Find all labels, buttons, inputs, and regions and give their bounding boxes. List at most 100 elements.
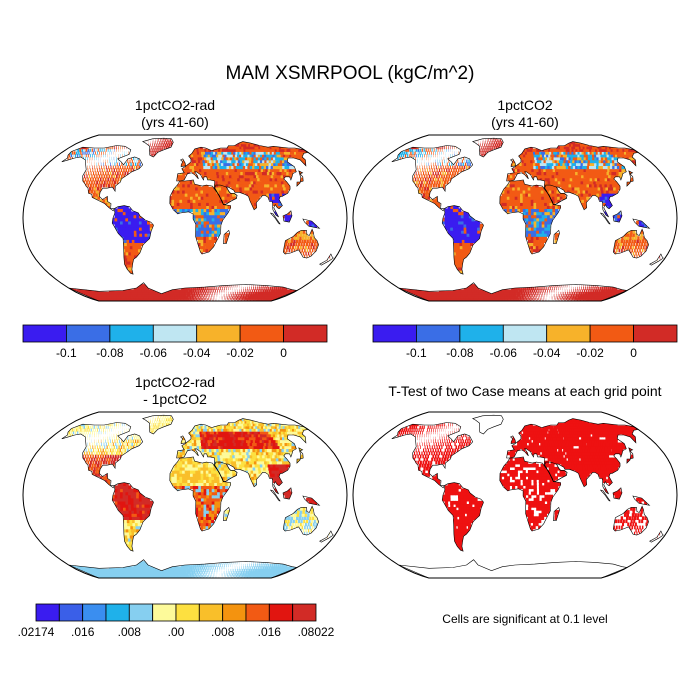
colorbar-panel2-tick-label: -0.04 [533,346,561,360]
coastline-northamerica [61,422,144,489]
coastline-britain [180,158,187,168]
colorbar-panel3-box-0 [35,603,60,622]
coastline-madagascar [553,506,560,521]
coastline-greenland [472,137,504,158]
coastline-sumatra [600,489,611,502]
colorbar-panel1-box-3 [152,324,198,343]
colorbar-panel3-box-9 [245,603,270,622]
panel2-title-line1: 1pctCO2 [497,97,553,113]
colorbar-panel1-box-1 [66,324,111,343]
coastline-eurasia [506,418,639,495]
map-boundary [352,134,678,302]
coastline-africa [169,179,232,255]
colorbar-panel2-box-1 [415,324,461,343]
colorbar-panel2-box-4 [546,324,591,343]
colorbar-panel3-box-5 [152,603,177,622]
coastline-africa [499,179,562,255]
coastline-arabia [214,184,238,205]
coastline-britain [180,435,187,445]
colorbar-panel2-box-3 [502,324,548,343]
coastline-southamerica [441,482,484,552]
map-data-cells [62,138,331,301]
colorbar-panel3-box-8 [222,603,247,622]
colorbar-panel3-tick-label: .00 [168,625,185,639]
coastline-greenland [142,137,174,158]
colorbar-panel3-tick-label: .016 [71,625,95,639]
coastline-greenland [142,414,174,435]
colorbar-panel1-box-6 [283,324,328,343]
colorbar-panel3-tick-label: .08022 [298,625,335,639]
panel3-title: 1pctCO2-rad - 1pctCO2 [25,374,325,408]
coastline-britain [510,158,517,168]
panel2-title: 1pctCO2 (yrs 41-60) [375,97,675,131]
coastline-australia [612,505,649,536]
colorbar-panel1-tick-label: -0.1 [56,346,77,360]
coastline-arabia [544,184,568,205]
colorbar-panel1-tick-label: -0.08 [96,346,124,360]
coastline-newguinea [302,495,321,506]
colorbar-panel3-box-2 [82,603,107,622]
coastlines [391,137,664,302]
map-data-cells [392,418,661,551]
colorbar-panel2-box-2 [459,324,504,343]
coastline-japan [296,447,304,464]
colorbar-panel1-tick-label: -0.02 [226,346,254,360]
coastline-borneo [282,210,293,223]
colorbar-panel2-box-0 [372,324,417,343]
map-panel-1pctco2-rad [22,134,348,302]
colorbar-panel3-box-6 [175,603,200,622]
map-panel-difference [22,411,348,579]
coastline-newzealand [649,530,664,543]
coastline-borneo [612,210,623,223]
coastline-japan [626,447,634,464]
colorbar-panel3-box-11 [292,603,317,622]
coastline-madagascar [223,506,230,521]
coastline-australia [612,228,649,259]
panel3-title-line2: - 1pctCO2 [143,391,207,407]
panel1-title: 1pctCO2-rad (yrs 41-60) [25,97,325,131]
colorbar-panel1: -0.1 -0.08 -0.06 -0.04 -0.02 0 [22,324,328,360]
coastline-madagascar [553,229,560,244]
coastline-arabia [214,461,238,482]
coastline-borneo [612,487,623,500]
coastline-newzealand [319,530,334,543]
figure-title: MAM XSMRPOOL (kgC/m^2) [225,63,475,84]
colorbar-panel2-tick-label: -0.1 [406,346,427,360]
colorbar-panel3: .02174 .016 .008 .00 .008 .016 .08022 [18,603,335,639]
colorbar-panel3-box-7 [198,603,224,622]
coastline-australia [282,228,319,259]
colorbar-panel2-tick-label: -0.08 [446,346,474,360]
coastline-borneo [282,487,293,500]
coastline-japan [626,170,634,187]
colorbar-panel2-tick-label: -0.06 [490,346,518,360]
coastline-newguinea [302,218,321,229]
coastline-africa [499,456,562,532]
coastline-northamerica [391,422,474,489]
panel1-title-line2: (yrs 41-60) [141,114,209,130]
colorbar-panel3-box-10 [268,603,293,622]
colorbar-panel1-tick-label: -0.04 [183,346,211,360]
coastline-arabia [544,461,568,482]
coastline-sumatra [270,212,281,225]
coastline-australia [282,505,319,536]
colorbar-panel2-box-5 [589,324,634,343]
colorbar-panel1-box-5 [239,324,284,343]
map-panel-1pctco2 [352,134,678,302]
significance-note: Cells are significant at 0.1 level [442,612,608,626]
panel3-title-line1: 1pctCO2-rad [134,374,216,390]
coastline-northamerica [391,145,474,212]
map-panel-ttest [352,411,678,579]
coastline-newzealand [319,253,334,266]
map-boundary [22,134,348,302]
panel4-title: T-Test of two Case means at each grid po… [388,383,662,399]
coastline-africa [169,456,232,532]
colorbar-panel1-box-2 [109,324,154,343]
map-data-cells [392,138,661,301]
coastline-sumatra [600,212,611,225]
coastline-newguinea [632,495,651,506]
coastlines [391,414,664,579]
coastline-northamerica [61,145,144,212]
colorbar-panel3-box-4 [128,603,154,622]
coastlines [61,137,334,302]
